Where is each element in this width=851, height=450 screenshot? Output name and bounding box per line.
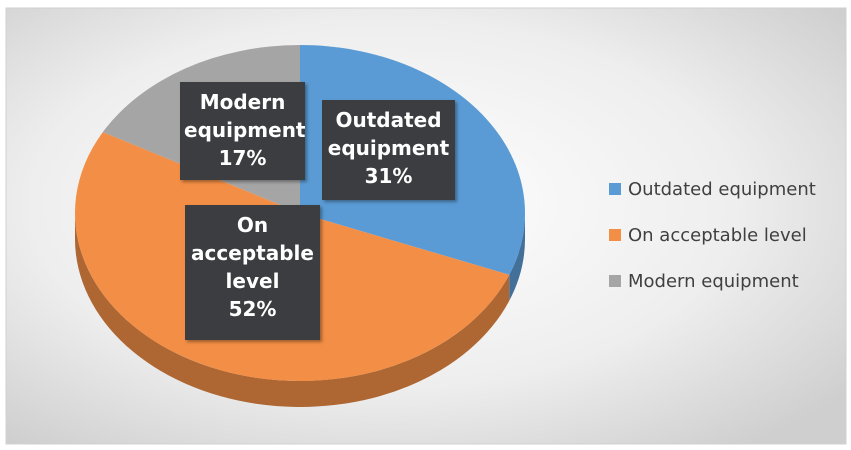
data-label-category: Outdated equipment	[327, 108, 450, 160]
data-label: Modern equipment 17%	[180, 82, 306, 180]
data-label-category: On acceptable level	[191, 213, 314, 293]
pie-slice-side	[75, 213, 510, 408]
legend-swatch	[609, 229, 621, 241]
legend-label: On acceptable level	[628, 225, 807, 246]
data-label-value: 31%	[364, 164, 413, 188]
data-label: On acceptable level 52%	[185, 205, 320, 340]
data-label-value: 17%	[218, 146, 267, 170]
legend-swatch	[609, 275, 621, 287]
pie-slice-side	[509, 213, 525, 301]
legend-swatch	[609, 183, 621, 195]
data-label-value: 52%	[228, 297, 277, 321]
data-label-category: Modern equipment	[184, 90, 306, 142]
legend-label: Modern equipment	[628, 271, 799, 292]
legend-label: Outdated equipment	[628, 179, 816, 200]
data-label: Outdated equipment 31%	[322, 100, 455, 200]
